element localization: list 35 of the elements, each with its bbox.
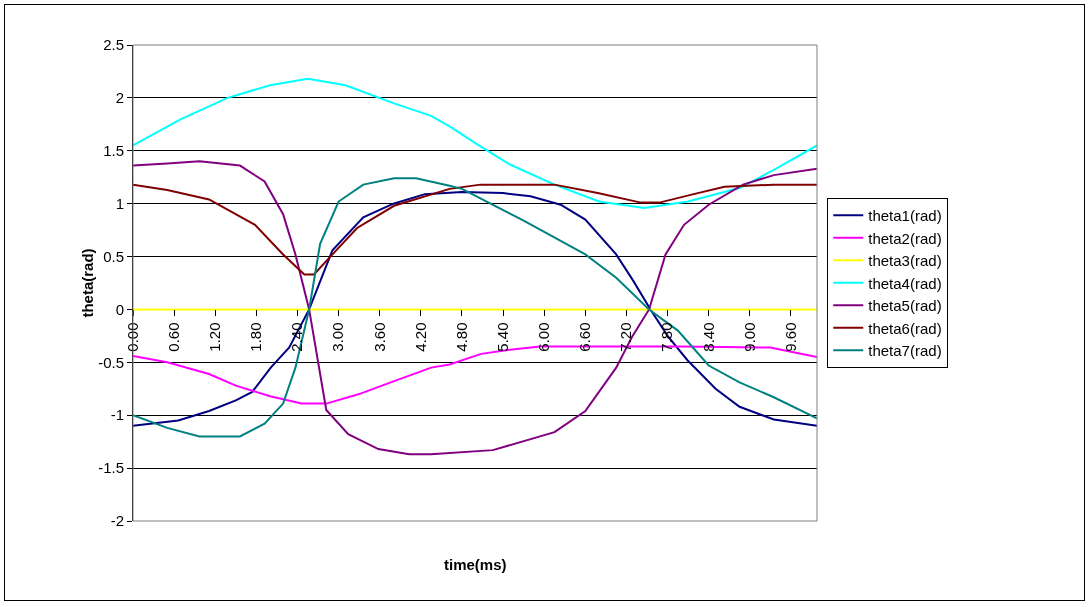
y-tick-label: -2 bbox=[110, 512, 124, 530]
y-tick-label: 1 bbox=[115, 194, 124, 212]
x-tick-label: 7.20 bbox=[617, 322, 635, 352]
x-tick-label: 9.60 bbox=[781, 322, 799, 352]
x-tick-label: 2.40 bbox=[288, 322, 306, 352]
y-tick-label: 0 bbox=[115, 300, 124, 318]
y-tick-label: 2 bbox=[115, 89, 124, 107]
y-tick-label: -1 bbox=[110, 406, 124, 424]
legend-label: theta7(rad) bbox=[868, 342, 942, 360]
y-tick-label: 1.5 bbox=[103, 142, 124, 160]
x-axis-title: time(ms) bbox=[444, 556, 507, 573]
x-tick-label: 4.20 bbox=[411, 322, 429, 352]
legend-label: theta1(rad) bbox=[868, 207, 942, 225]
x-tick-label: 1.80 bbox=[247, 322, 265, 352]
legend-label: theta3(rad) bbox=[868, 252, 942, 270]
x-tick-label: 3.00 bbox=[329, 322, 347, 352]
x-tick-label: 8.40 bbox=[699, 322, 717, 352]
x-tick-label: 0.60 bbox=[164, 322, 182, 352]
x-tick-label: 7.80 bbox=[658, 322, 676, 352]
y-tick-label: 2.5 bbox=[103, 36, 124, 54]
x-tick-label: 6.60 bbox=[576, 322, 594, 352]
x-tick-label: 9.00 bbox=[740, 322, 758, 352]
legend-label: theta2(rad) bbox=[868, 229, 942, 247]
legend-label: theta4(rad) bbox=[868, 274, 942, 292]
x-tick-label: 5.40 bbox=[493, 322, 511, 352]
x-tick-label: 4.80 bbox=[452, 322, 470, 352]
x-tick-label: 6.00 bbox=[535, 322, 553, 352]
legend-label: theta5(rad) bbox=[868, 297, 942, 315]
y-tick-label: -0.5 bbox=[98, 353, 124, 371]
x-tick-label: 3.60 bbox=[370, 322, 388, 352]
y-axis-title: theta(rad) bbox=[79, 248, 96, 318]
y-tick-label: 0.5 bbox=[103, 247, 124, 265]
y-tick-label: -1.5 bbox=[98, 459, 124, 477]
x-tick-label: 1.20 bbox=[206, 322, 224, 352]
legend-label: theta6(rad) bbox=[868, 319, 942, 337]
